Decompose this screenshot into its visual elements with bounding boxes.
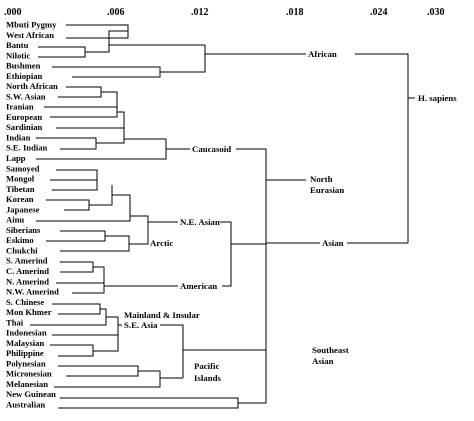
branch: [36, 138, 167, 160]
population-label: New Guinean: [6, 389, 56, 399]
scale-tick: .024: [370, 7, 388, 18]
group-label-pacific-islands: Islands: [194, 373, 221, 383]
branch: [52, 66, 161, 78]
population-label: Bantu: [6, 40, 29, 50]
group-label-african: African: [308, 49, 337, 59]
group-label-north-eurasian: Eurasian: [310, 185, 344, 195]
branch: [58, 365, 139, 377]
branch: [58, 86, 102, 98]
group-label-southeast-asian: Southeast: [312, 345, 349, 355]
branch: [50, 344, 94, 357]
scale-tick: .000: [4, 7, 22, 18]
branch: [89, 185, 113, 206]
group-label-arctic: Arctic: [150, 238, 173, 248]
population-label: West African: [6, 30, 54, 40]
group-label-north-eurasian: North: [310, 174, 333, 184]
population-label: N. Amerind: [6, 276, 49, 286]
population-label: Australian: [6, 400, 45, 410]
population-label: Lapp: [6, 153, 26, 163]
population-label: Ethiopian: [6, 71, 43, 81]
branch: [38, 46, 86, 58]
branch: [46, 230, 106, 242]
group-label-pacific-islands: Pacific: [194, 361, 219, 371]
branch: [52, 303, 101, 315]
branch: [52, 170, 98, 191]
branch: [50, 169, 98, 181]
population-label: Philippine: [6, 348, 44, 358]
population-label: Micronesian: [6, 369, 52, 379]
branch: [60, 235, 130, 252]
branch: [85, 30, 128, 53]
branch: [60, 261, 94, 273]
population-label: Sardinian: [6, 122, 43, 132]
population-label: N.W. Amerind: [6, 287, 59, 297]
branch: [72, 283, 105, 294]
population-label: Mon Khmer: [6, 307, 52, 317]
population-label: Iranian: [6, 102, 34, 112]
population-label: Tibetan: [6, 184, 35, 194]
population-label: Melanesian: [6, 379, 48, 389]
population-label: North African: [6, 81, 58, 91]
branch: [93, 335, 119, 352]
group-label-american: American: [180, 281, 217, 291]
population-label: Bushmen: [6, 61, 41, 71]
population-label: Eskimo: [6, 235, 34, 245]
branch: [36, 194, 131, 222]
scale-tick: .012: [191, 7, 209, 18]
population-label: Ainu: [6, 215, 24, 225]
population-label: C. Amerind: [6, 266, 49, 276]
group-label-southeast-asian: Asian: [312, 356, 334, 366]
branch: [222, 244, 232, 287]
branch: [54, 370, 161, 388]
population-label: Mongol: [6, 174, 35, 184]
population-label: Siberians: [6, 225, 41, 235]
population-label: European: [6, 112, 42, 122]
branch: [160, 45, 206, 73]
branch: [236, 148, 267, 231]
population-label: S.W. Asian: [6, 91, 46, 101]
branch: [56, 266, 105, 284]
branch: [46, 199, 90, 211]
population-label: Chukchi: [6, 245, 38, 255]
population-label: Japanese: [6, 204, 40, 214]
group-label-h-sapiens: H. sapiens: [418, 93, 457, 103]
cluster-labels: African H. sapiens Caucasoid North Euras…: [124, 49, 457, 383]
branch: [129, 215, 149, 245]
scale-tick: .006: [107, 7, 125, 18]
branch: [50, 107, 118, 118]
group-label-caucasoid: Caucasoid: [192, 144, 231, 154]
tree-branches: [30, 24, 415, 409]
branch: [220, 221, 232, 267]
branch: [58, 397, 239, 409]
genetic-distance-scale: .000 .006 .012 .018 .024 .030: [4, 7, 445, 18]
population-label: Mbuti Pygmy: [6, 20, 57, 30]
scale-tick: .030: [427, 7, 445, 18]
branch: [96, 120, 125, 144]
population-label: Nilotic: [6, 50, 31, 60]
population-label: S. Chinese: [6, 297, 44, 307]
scale-tick: .018: [286, 7, 304, 18]
population-label: S.E. Indian: [6, 143, 48, 153]
group-label-ne-asian: N.E. Asian: [180, 217, 220, 227]
branch: [238, 352, 267, 404]
branch: [355, 53, 409, 243]
population-label: Polynesian: [6, 358, 46, 368]
population-label: S. Amerind: [6, 256, 48, 266]
branch: [108, 31, 205, 46]
group-label-asian: Asian: [322, 238, 344, 248]
branch: [56, 111, 125, 129]
branch: [44, 91, 118, 108]
population-label: Malaysian: [6, 338, 44, 348]
population-label: Samoyed: [6, 163, 40, 173]
group-label-mainland-insular: Mainland & Insular: [124, 310, 200, 320]
population-label: Indian: [6, 133, 31, 143]
population-label: Korean: [6, 194, 34, 204]
population-label: Indonesian: [6, 328, 47, 338]
branch: [52, 316, 119, 336]
branch: [160, 324, 184, 378]
population-label: Thai: [6, 317, 24, 327]
group-label-se-asia: S.E. Asia: [124, 320, 158, 330]
